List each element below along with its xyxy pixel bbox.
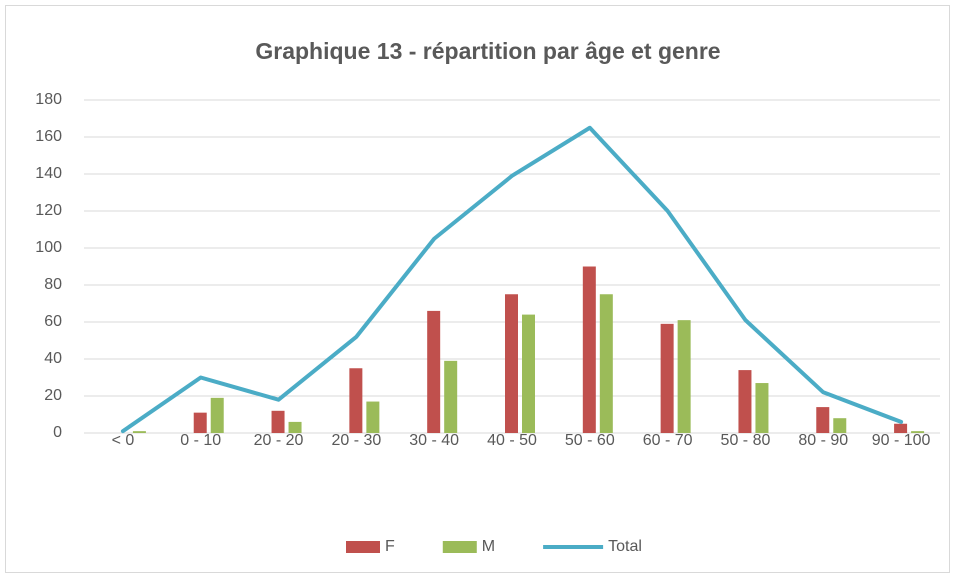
bar xyxy=(271,410,285,433)
y-tick-label: 120 xyxy=(35,202,62,219)
bar xyxy=(444,360,458,433)
bar xyxy=(816,407,830,433)
bar xyxy=(677,320,691,433)
y-tick-label: 60 xyxy=(44,313,62,330)
x-tick-label: 20 - 30 xyxy=(331,432,382,449)
bar xyxy=(755,383,769,433)
legend-label: Total xyxy=(608,538,642,555)
y-tick-label: 0 xyxy=(53,424,62,441)
chart-border xyxy=(5,5,950,573)
x-tick-label: < 0 xyxy=(111,432,135,449)
x-tick-label: 60 - 70 xyxy=(642,432,693,449)
bar xyxy=(911,431,925,433)
bar xyxy=(210,397,224,433)
y-tick-label: 180 xyxy=(35,91,62,108)
bar xyxy=(505,294,518,433)
bar xyxy=(522,314,535,433)
bar xyxy=(833,418,847,433)
y-tick-label: 80 xyxy=(44,276,62,293)
x-tick-label: 50 - 60 xyxy=(564,432,615,449)
x-tick-label: 50 - 80 xyxy=(720,432,771,449)
bar xyxy=(582,266,596,433)
legend-swatch xyxy=(346,541,380,553)
x-tick-label: 30 - 40 xyxy=(409,432,460,449)
bar xyxy=(366,401,380,433)
line xyxy=(120,125,904,434)
bar xyxy=(894,423,908,433)
x-tick-label: 80 - 90 xyxy=(798,432,849,449)
bar xyxy=(193,412,207,433)
x-tick-label: 40 - 50 xyxy=(487,432,537,449)
legend-swatch xyxy=(442,541,477,553)
x-tick-label: 90 - 100 xyxy=(871,432,931,449)
legend-label: M xyxy=(482,538,495,555)
bar xyxy=(660,323,674,433)
chart-title: Graphique 13 - répartition par âge et ge… xyxy=(255,38,720,64)
bar xyxy=(599,294,613,433)
bar xyxy=(288,421,302,433)
x-tick-label: 20 - 20 xyxy=(253,432,304,449)
bar xyxy=(132,431,146,433)
x-tick-label: 0 - 10 xyxy=(180,432,222,449)
bar xyxy=(427,310,441,433)
y-tick-label: 100 xyxy=(35,239,62,256)
y-tick-label: 140 xyxy=(35,165,62,182)
y-tick-label: 40 xyxy=(44,350,62,367)
legend-label: F xyxy=(385,538,395,555)
bar xyxy=(349,368,363,433)
y-tick-label: 160 xyxy=(35,128,62,145)
y-tick-label: 20 xyxy=(44,387,62,404)
bar xyxy=(738,370,752,433)
